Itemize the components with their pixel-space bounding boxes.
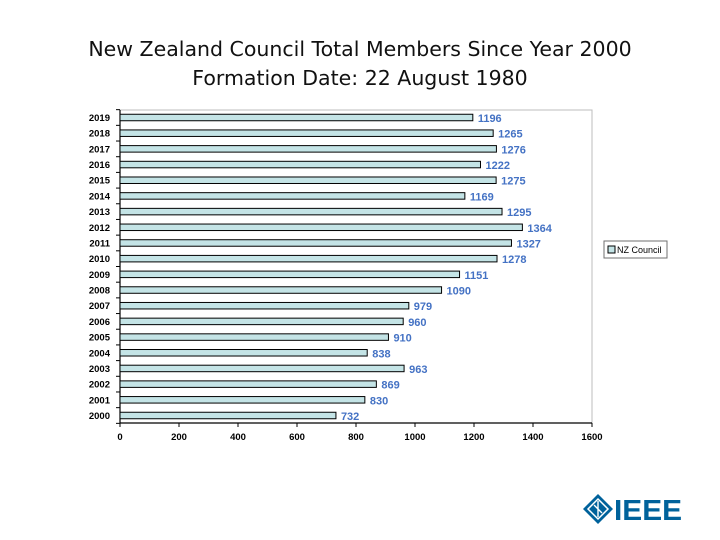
bar-2000: [119, 411, 337, 420]
bar-2001: [119, 396, 366, 404]
bar-2011: [119, 239, 512, 247]
legend-swatch: [607, 245, 616, 254]
bar-2004: [119, 349, 368, 357]
data-label: 1275: [501, 176, 525, 188]
y-tick-label: 2001: [89, 395, 111, 406]
bar-2007: [119, 301, 410, 310]
data-label: 1151: [465, 270, 489, 282]
bar-2016: [119, 160, 481, 169]
legend: NZ Council: [603, 240, 668, 259]
data-label: 979: [414, 301, 432, 313]
bar-2015: [119, 176, 497, 184]
y-tick-label: 2006: [89, 317, 110, 328]
y-tick-label: 2013: [89, 207, 110, 218]
bar-2017: [119, 145, 497, 153]
data-label: 1196: [478, 113, 502, 125]
ieee-wordmark: IEEE: [614, 495, 682, 527]
y-tick-label: 2002: [89, 380, 110, 391]
legend-box: [603, 240, 668, 259]
x-tick-label: 600: [289, 432, 305, 443]
y-tick-label: 2008: [89, 286, 110, 297]
y-tick-label: 2015: [89, 176, 111, 187]
ieee-logo: IEEE: [583, 494, 682, 527]
y-tick-label: 2007: [89, 301, 110, 312]
y-tick-label: 2004: [89, 348, 111, 359]
ieee-diamond-inner: [586, 497, 610, 521]
x-tick-label: 400: [230, 432, 246, 443]
x-tick-label: 800: [348, 432, 364, 443]
y-tick-label: 2016: [89, 160, 110, 171]
bar-2019: [119, 113, 474, 122]
bar-2010: [119, 254, 498, 263]
y-tick-label: 2011: [89, 238, 110, 249]
x-tick-label: 1200: [463, 432, 484, 443]
y-tick-label: 2014: [89, 191, 111, 202]
y-tick-label: 2005: [89, 333, 111, 344]
y-tick-label: 2003: [89, 364, 110, 375]
data-label: 838: [372, 348, 390, 360]
bar-2008: [119, 286, 443, 294]
plot-area: [119, 109, 593, 424]
x-tick-label: 1400: [522, 432, 543, 443]
data-label: 963: [409, 364, 427, 376]
x-tick-label: 1000: [404, 432, 425, 443]
y-tick-label: 2017: [89, 144, 110, 155]
data-label: 960: [408, 317, 426, 329]
y-tick-label: 2000: [89, 411, 110, 422]
x-tick-label: 200: [171, 432, 187, 443]
data-label: 1276: [501, 144, 525, 156]
bar-2002: [119, 380, 377, 388]
y-tick-label: 2012: [89, 223, 110, 234]
slide-title: New Zealand Council Total Members Since …: [88, 37, 632, 61]
y-tick-label: 2018: [89, 129, 110, 140]
data-label: 830: [370, 395, 388, 407]
bar-2009: [119, 270, 461, 279]
x-tick-label: 0: [117, 432, 122, 443]
data-label: 1222: [485, 160, 509, 172]
bar-2013: [119, 207, 503, 216]
y-tick-label: 2010: [89, 254, 110, 265]
bar-2018: [119, 129, 494, 137]
data-label: 1090: [447, 286, 471, 298]
bar-2005: [119, 333, 389, 341]
bar-2006: [119, 317, 404, 326]
x-tick-label: 1600: [581, 432, 602, 443]
bar-2003: [119, 364, 405, 373]
y-tick-label: 2009: [89, 270, 110, 281]
data-label: 1295: [507, 207, 531, 219]
legend-label: NZ Council: [617, 245, 662, 255]
bar-2014: [119, 192, 466, 200]
bar-2012: [119, 223, 523, 232]
slide-subtitle: Formation Date: 22 August 1980: [192, 66, 528, 90]
data-label: 869: [381, 380, 399, 392]
data-label: 1265: [498, 129, 522, 141]
data-label: 1169: [470, 191, 494, 203]
ieee-bolt-icon: [593, 501, 603, 517]
data-label: 1278: [502, 254, 526, 266]
data-label: 910: [393, 333, 411, 345]
data-label: 1327: [516, 238, 540, 250]
y-tick-label: 2019: [89, 113, 110, 124]
data-label: 732: [341, 411, 359, 423]
data-label: 1364: [527, 223, 552, 235]
